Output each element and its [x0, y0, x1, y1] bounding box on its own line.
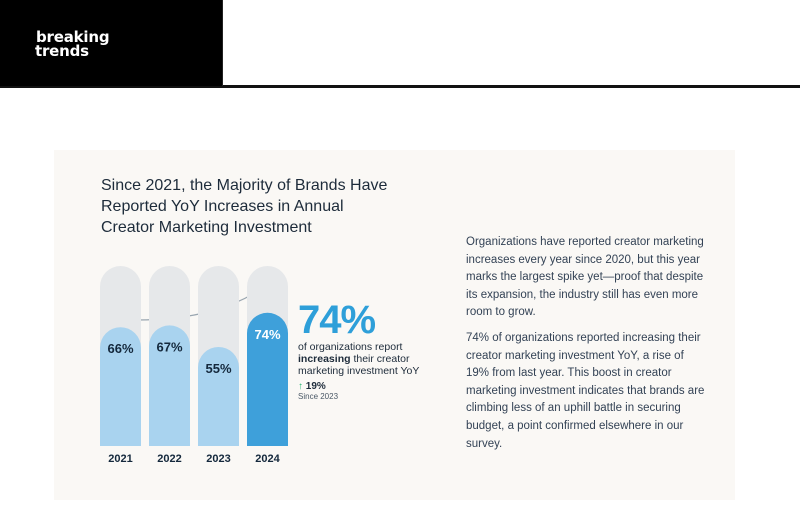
bar-value-label: 67%: [156, 339, 182, 354]
highlight-percentage: 74%: [298, 298, 376, 342]
bar-2023: [198, 347, 239, 446]
bar-chart: 66% 2021 67% 2022 55% 2023 74% 2024: [100, 266, 288, 465]
infographic-card: 66% 2021 67% 2022 55% 2023 74% 2024 Since 2021,…: [54, 150, 735, 500]
bar-2021: [100, 327, 141, 446]
bar-value-label: 55%: [205, 361, 231, 376]
up-arrow-icon: ↑: [298, 381, 303, 392]
rise-value: 19%: [305, 381, 326, 392]
x-tick-label: 2023: [206, 453, 230, 465]
x-tick-label: 2024: [255, 453, 280, 465]
logo-line-2: trends: [35, 42, 89, 60]
desc-part-1: of organizations report: [298, 341, 403, 353]
highlight-description: of organizations report increasing their…: [298, 341, 438, 377]
x-tick-label: 2021: [108, 453, 132, 465]
bar-2024: [247, 312, 288, 446]
rise-stat: ↑ 19%: [298, 381, 438, 392]
desc-bold-word: increasing: [298, 353, 351, 365]
header-bar: [222, 0, 800, 86]
chart-title: Since 2021, the Majority of Brands Have …: [101, 177, 388, 236]
rise-note: Since 2023: [298, 392, 339, 401]
paragraph-2: 74% of organizations reported increasing…: [466, 331, 705, 450]
logo-line-1: breaking: [36, 28, 110, 46]
body-text: Organizations have reported creator mark…: [466, 234, 706, 461]
bar-value-label: 74%: [254, 327, 280, 342]
page-header: breaking trends: [0, 0, 800, 88]
bar-2022: [149, 325, 190, 446]
bar-value-label: 66%: [107, 341, 133, 356]
highlight-stat: 74% of organizations report increasing t…: [298, 300, 438, 401]
x-tick-label: 2022: [157, 453, 181, 465]
logo-text: breaking trends: [35, 28, 110, 60]
brand-logo[interactable]: breaking trends: [0, 0, 222, 86]
desc-part-2: their creator marketing investment YoY: [298, 353, 420, 377]
paragraph-1: Organizations have reported creator mark…: [466, 236, 704, 319]
